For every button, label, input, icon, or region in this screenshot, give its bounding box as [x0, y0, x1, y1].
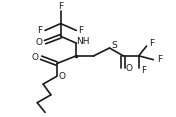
Text: O: O	[58, 72, 65, 81]
Text: O: O	[125, 64, 133, 73]
Text: NH: NH	[76, 37, 90, 46]
Text: F: F	[141, 66, 146, 75]
Text: F: F	[149, 39, 154, 48]
Text: O: O	[32, 53, 39, 62]
Text: F: F	[157, 55, 162, 64]
Text: S: S	[111, 41, 117, 50]
Text: F: F	[38, 26, 43, 35]
Text: O: O	[36, 38, 43, 47]
Text: F: F	[79, 26, 84, 35]
Text: F: F	[58, 2, 63, 11]
